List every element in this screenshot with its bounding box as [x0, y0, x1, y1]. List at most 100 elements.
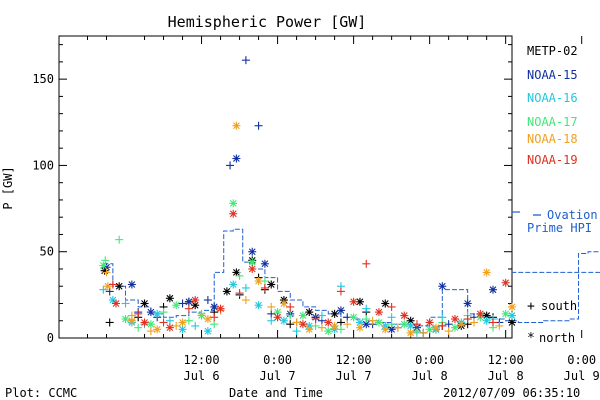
- south-point: [121, 299, 130, 308]
- south-point: [254, 121, 263, 130]
- south-point: [387, 302, 396, 311]
- x-tick-day-label: Jul 7: [260, 369, 296, 383]
- south-point: [412, 327, 421, 336]
- north-point: [248, 258, 257, 267]
- south-point: [99, 285, 108, 294]
- south-point: [317, 311, 326, 320]
- south-point: [165, 316, 174, 325]
- south-point: [172, 321, 181, 330]
- south-point: [241, 56, 250, 65]
- south-point: [292, 318, 301, 327]
- north-point: [279, 316, 288, 325]
- legend-ovation-line2: Prime HPI: [527, 221, 592, 235]
- north-point: [146, 320, 155, 329]
- legend-ovation-line1: Ovation: [547, 208, 598, 222]
- north-point: [203, 327, 212, 336]
- north-point: [330, 321, 339, 330]
- north-point: [121, 315, 130, 324]
- north-point: [501, 278, 510, 287]
- north-point: [381, 299, 390, 308]
- north-point: [349, 297, 358, 306]
- south-point: [393, 323, 402, 332]
- north-point: [103, 282, 112, 291]
- south-point: [286, 311, 295, 320]
- north-point: [463, 299, 472, 308]
- north-point: [140, 318, 149, 327]
- north-point: [406, 328, 415, 337]
- south-point: [488, 318, 497, 327]
- south-point: [267, 309, 276, 318]
- south-point: [469, 318, 478, 327]
- south-point: [286, 320, 295, 329]
- north-point: [210, 302, 219, 311]
- north-point: [457, 320, 466, 329]
- north-point: [115, 282, 124, 291]
- chart-title: Hemispheric Power [GW]: [168, 13, 367, 31]
- south-point: [336, 287, 345, 296]
- x-tick-time-label: 12:00: [183, 353, 219, 367]
- south-point: [235, 289, 244, 298]
- legend-metp-02: METP-02: [527, 44, 578, 58]
- x-tick-time-label: 0:00: [567, 353, 596, 367]
- x-tick-day-label: Jul 8: [488, 369, 524, 383]
- south-point: [184, 304, 193, 313]
- north-point: [216, 304, 225, 313]
- y-tick-label: 50: [40, 245, 54, 259]
- north-point: [191, 296, 200, 305]
- x-tick-day-label: Jul 7: [336, 369, 372, 383]
- south-point: [105, 318, 114, 327]
- north-point: [165, 323, 174, 332]
- south-point: [317, 323, 326, 332]
- south-point: [311, 321, 320, 330]
- north-point: [425, 318, 434, 327]
- south-point: [463, 315, 472, 324]
- plot-timestamp: 2012/07/09 06:35:10: [443, 386, 580, 400]
- south-point: [362, 259, 371, 268]
- north-point: [112, 299, 121, 308]
- north-point: [450, 315, 459, 324]
- ovation-hpi-path: [103, 228, 600, 327]
- plot-credit: Plot: CCMC: [5, 386, 77, 400]
- north-point: [254, 301, 263, 310]
- south-point: [159, 308, 168, 317]
- legend-noaa-19: NOAA-19: [527, 153, 578, 167]
- south-point: [115, 235, 124, 244]
- north-point: [324, 327, 333, 336]
- south-point: [134, 323, 143, 332]
- south-point: [197, 309, 206, 318]
- y-tick-label: 100: [32, 158, 54, 172]
- south-point: [495, 321, 504, 330]
- north-point: [482, 268, 491, 277]
- south-point: [336, 325, 345, 334]
- ovation-hpi-line: [103, 211, 600, 327]
- south-point: [260, 283, 269, 292]
- y-tick-label: 0: [47, 331, 54, 345]
- south-point: [362, 315, 371, 324]
- y-axis-label: P [GW]: [1, 166, 15, 209]
- x-tick-time-label: 0:00: [415, 353, 444, 367]
- north-point: [232, 121, 241, 130]
- south-point: [286, 302, 295, 311]
- south-point: [235, 271, 244, 280]
- north-point: [355, 323, 364, 332]
- north-point: [127, 280, 136, 289]
- north-point: [374, 318, 383, 327]
- south-point: [311, 315, 320, 324]
- north-point: [178, 318, 187, 327]
- north-point: [336, 306, 345, 315]
- north-point: [450, 323, 459, 332]
- north-point: [381, 325, 390, 334]
- north-point: [400, 320, 409, 329]
- north-point: [279, 299, 288, 308]
- north-point: [508, 311, 516, 320]
- north-point: [172, 301, 181, 310]
- north-point: [425, 325, 434, 334]
- south-point: [241, 296, 250, 305]
- south-point: [336, 318, 345, 327]
- south-point: [267, 316, 276, 325]
- south-point: [343, 320, 352, 329]
- north-point: [178, 325, 187, 334]
- north-point: [203, 315, 212, 324]
- south-point: [362, 304, 371, 313]
